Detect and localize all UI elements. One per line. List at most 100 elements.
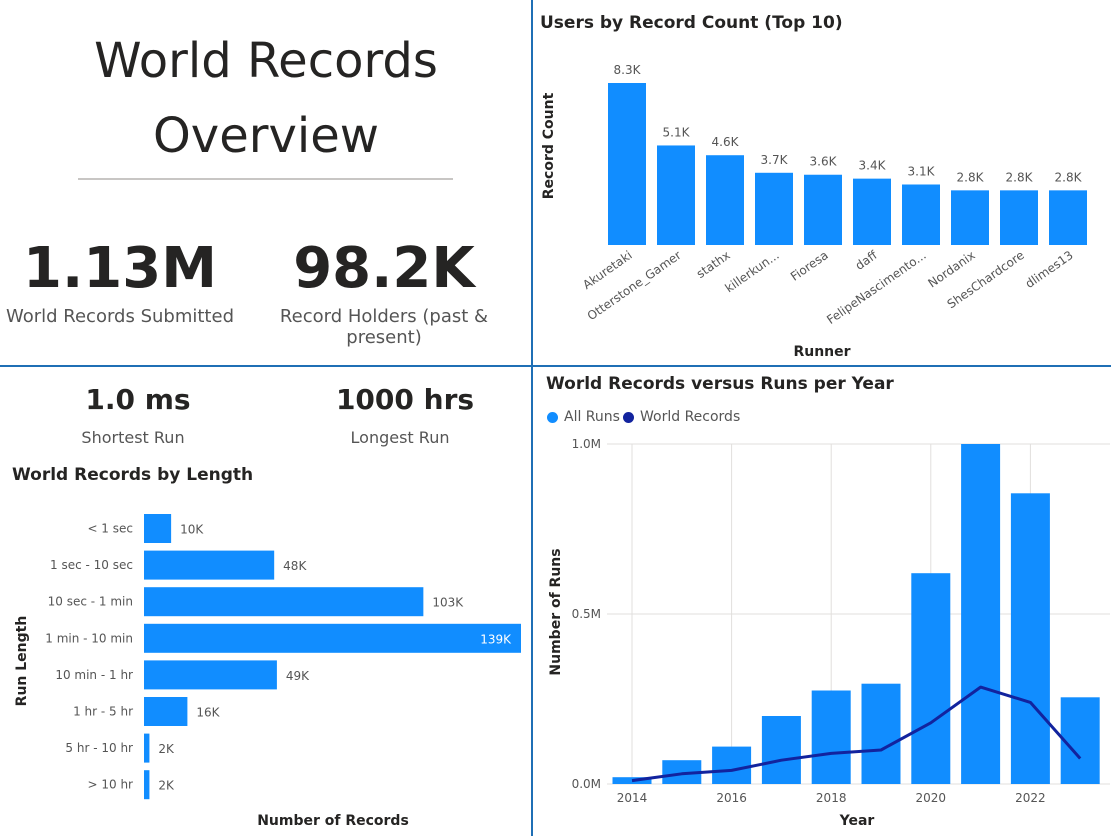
page-title-line2: Overview bbox=[153, 108, 379, 164]
length-bar-label-4: 49K bbox=[286, 669, 310, 683]
users-bar-6 bbox=[902, 184, 940, 245]
length-bar-1 bbox=[144, 550, 275, 580]
yearly-bar-7 bbox=[961, 444, 1001, 784]
length-category-3: 1 min - 10 min bbox=[45, 631, 133, 645]
length-bar-label-0: 10K bbox=[180, 523, 204, 537]
kpi-holders-value: 98.2K bbox=[293, 236, 475, 301]
length-chart-title: World Records by Length bbox=[12, 465, 254, 485]
legend-all-runs[interactable]: All Runs bbox=[547, 409, 620, 425]
users-bar-label-2: 4.6K bbox=[712, 135, 740, 149]
length-bar-3 bbox=[144, 623, 521, 653]
legend-all-runs-swatch bbox=[547, 411, 558, 423]
kpi-submitted-label: World Records Submitted bbox=[5, 306, 234, 327]
users-bar-label-6: 3.1K bbox=[908, 164, 936, 178]
users-category-2: stathx bbox=[694, 248, 733, 281]
length-x-axis-title: Number of Records bbox=[257, 813, 409, 829]
yearly-x-tick-4: 2022 bbox=[1015, 791, 1046, 805]
yearly-y-tick-2: 1.0M bbox=[572, 437, 601, 451]
yearly-x-tick-1: 2016 bbox=[716, 791, 747, 805]
title-underline bbox=[78, 178, 453, 180]
length-y-axis-title: Run Length bbox=[14, 616, 30, 707]
users-bar-label-1: 5.1K bbox=[663, 125, 691, 139]
length-category-1: 1 sec - 10 sec bbox=[50, 558, 133, 572]
yearly-y-tick-0: 0.0M bbox=[572, 777, 601, 791]
page-title-line1: World Records bbox=[94, 33, 438, 89]
users-bar-7 bbox=[951, 190, 989, 245]
legend-world-records-swatch bbox=[623, 411, 634, 423]
length-bar-6 bbox=[144, 733, 150, 763]
yearly-bar-5 bbox=[861, 683, 901, 784]
length-bar-label-5: 16K bbox=[196, 706, 220, 720]
users-bar-label-7: 2.8K bbox=[957, 170, 985, 184]
kpi-holders-label: Record Holders (past & present) bbox=[279, 306, 489, 348]
yearly-bar-2 bbox=[712, 746, 752, 784]
yearly-bar-9 bbox=[1060, 697, 1100, 784]
longest-run-value: 1000 hrs bbox=[335, 383, 475, 416]
length-bar-7 bbox=[144, 770, 150, 800]
yearly-panel: World Records versus Runs per Year All R… bbox=[533, 367, 1111, 836]
users-bar-0 bbox=[608, 83, 646, 245]
overview-panel: World Records Overview 1.13M World Recor… bbox=[0, 0, 531, 365]
users-bar-label-3: 3.7K bbox=[761, 153, 789, 167]
users-bar-label-5: 3.4K bbox=[859, 159, 887, 173]
yearly-bar-4 bbox=[811, 690, 851, 784]
users-bar-label-4: 3.6K bbox=[810, 155, 838, 169]
yearly-bar-8 bbox=[1010, 493, 1050, 784]
users-chart-panel: Users by Record Count (Top 10) 8.3K Akure… bbox=[533, 0, 1111, 365]
yearly-bar-3 bbox=[761, 716, 801, 784]
users-category-9: dlimes13 bbox=[1023, 248, 1076, 291]
shortest-run-value: 1.0 ms bbox=[85, 383, 191, 416]
length-bar-4 bbox=[144, 660, 277, 690]
users-bar-label-9: 2.8K bbox=[1055, 170, 1083, 184]
users-bar-4 bbox=[804, 174, 842, 245]
yearly-chart: 0.0M 0.5M 1.0M 2014 2016 2018 2020 2022 Year Numb… bbox=[548, 437, 1110, 829]
shortest-run-label: Shortest Run bbox=[81, 428, 185, 447]
length-bar-label-6: 2K bbox=[158, 742, 175, 756]
users-bar-label-8: 2.8K bbox=[1006, 170, 1034, 184]
yearly-bar-6 bbox=[911, 573, 951, 784]
users-chart-title: Users by Record Count (Top 10) bbox=[540, 13, 843, 33]
yearly-x-axis-title: Year bbox=[839, 813, 875, 829]
yearly-x-tick-0: 2014 bbox=[617, 791, 648, 805]
longest-run-label: Longest Run bbox=[350, 428, 450, 447]
horizontal-divider bbox=[0, 365, 1111, 367]
users-bar-9 bbox=[1049, 190, 1087, 245]
users-bar-5 bbox=[853, 178, 891, 245]
users-bar-8 bbox=[1000, 190, 1038, 245]
yearly-y-tick-1: 0.5M bbox=[572, 607, 601, 621]
yearly-y-axis-title: Number of Runs bbox=[548, 548, 564, 675]
length-category-6: 5 hr - 10 hr bbox=[65, 741, 133, 755]
length-category-7: > 10 hr bbox=[88, 778, 134, 792]
users-category-5: daff bbox=[853, 248, 881, 273]
users-category-3: killerkun... bbox=[722, 248, 781, 295]
yearly-x-tick-3: 2020 bbox=[916, 791, 947, 805]
yearly-world-records-line bbox=[631, 685, 1082, 783]
yearly-bar-1 bbox=[662, 760, 702, 784]
length-bar-label-3: 139K bbox=[480, 632, 512, 646]
vertical-divider bbox=[531, 0, 533, 836]
users-bar-1 bbox=[657, 145, 695, 245]
kpi-submitted-value: 1.13M bbox=[23, 236, 217, 301]
yearly-x-tick-2: 2018 bbox=[816, 791, 847, 805]
length-category-4: 10 min - 1 hr bbox=[55, 668, 133, 682]
length-panel: 1.0 ms Shortest Run 1000 hrs Longest Run… bbox=[0, 367, 531, 836]
length-chart: < 1 sec 10K 1 sec - 10 sec 48K 10 sec - 1 mi… bbox=[14, 514, 521, 829]
length-category-0: < 1 sec bbox=[87, 522, 133, 536]
length-bar-5 bbox=[144, 697, 188, 726]
length-bar-label-2: 103K bbox=[432, 596, 464, 610]
legend-all-runs-label: All Runs bbox=[564, 409, 620, 425]
users-bar-3 bbox=[755, 172, 793, 245]
legend-world-records-label: World Records bbox=[640, 409, 741, 425]
length-bar-label-7: 2K bbox=[158, 779, 175, 793]
length-bar-label-1: 48K bbox=[283, 559, 307, 573]
users-bar-2 bbox=[706, 155, 744, 245]
length-bar-0 bbox=[144, 514, 172, 543]
length-bar-2 bbox=[144, 587, 424, 617]
length-category-2: 10 sec - 1 min bbox=[48, 595, 133, 609]
legend-world-records[interactable]: World Records bbox=[623, 409, 740, 425]
users-x-axis-title: Runner bbox=[793, 344, 850, 360]
yearly-chart-title: World Records versus Runs per Year bbox=[546, 374, 894, 394]
users-bar-label-0: 8.3K bbox=[614, 63, 642, 77]
users-chart: 8.3KAkuretaki5.1KOtterstone_Gamer4.6Ksta… bbox=[541, 63, 1087, 360]
users-y-axis-title: Record Count bbox=[541, 92, 557, 199]
